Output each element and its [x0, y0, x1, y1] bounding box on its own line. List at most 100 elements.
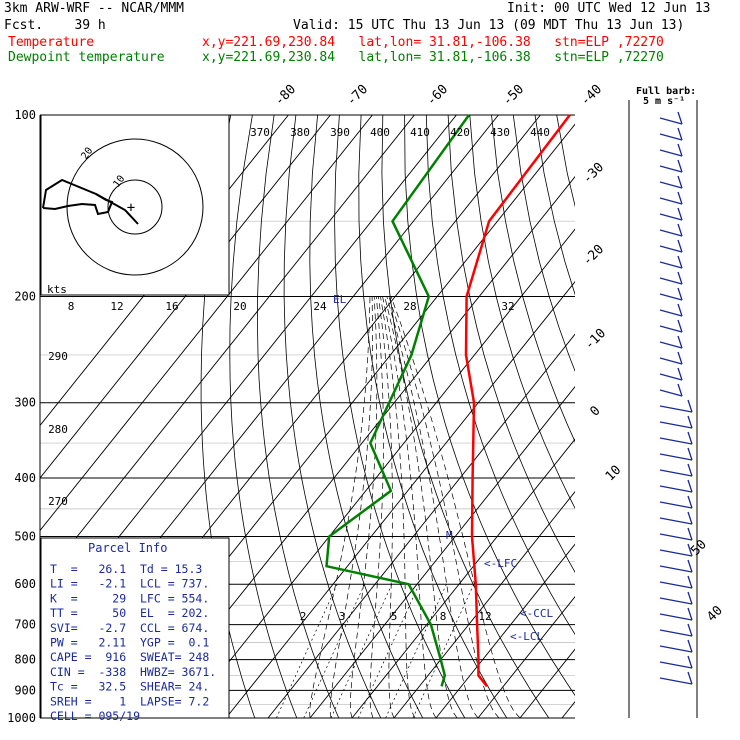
wind-barb	[659, 597, 693, 605]
theta-label: 410	[410, 126, 430, 139]
isotherm	[351, 438, 575, 718]
model-title: 3km ARW-WRF -- NCAR/MMM	[4, 1, 185, 16]
wind-barb-feather	[677, 159, 683, 173]
wind-barb	[659, 645, 693, 653]
wind-barb	[659, 277, 683, 285]
pressure-label: 100	[14, 108, 36, 122]
wind-barb-feather	[687, 463, 693, 477]
hodograph-ring	[107, 179, 163, 235]
wind-barb-feather	[687, 399, 693, 413]
wind-barb	[659, 133, 683, 141]
parcel-marker: <-LCL	[510, 630, 543, 643]
hodograph-trace	[95, 193, 139, 225]
parcel-info-row: CELL = 095/19	[50, 709, 140, 723]
wind-barb-feather	[677, 191, 683, 205]
wind-barb	[659, 197, 683, 205]
dry-adiabat	[283, 115, 382, 718]
wind-barb-feather	[687, 655, 693, 669]
wind-barb	[659, 549, 693, 557]
wind-barb	[659, 357, 683, 365]
wind-barb	[659, 309, 683, 317]
wind-barb	[659, 405, 693, 413]
wind-barb	[659, 245, 683, 253]
wind-barb-feather	[677, 335, 683, 349]
wind-barb	[659, 261, 683, 269]
theta-label: 380	[290, 126, 310, 139]
pressure-label: 400	[14, 471, 36, 485]
parcel-info-row: Tc = 32.5 SHEAR= 24.	[50, 680, 209, 694]
pressure-label: 200	[14, 290, 36, 304]
isotherm-label: 10	[603, 463, 625, 485]
isotherm	[40, 115, 415, 584]
isotherm-label: -10	[582, 326, 609, 353]
wind-barb	[659, 437, 693, 445]
dry-adiabat	[404, 115, 575, 697]
temperature-line	[464, 114, 571, 688]
dry-adiabat	[309, 115, 424, 718]
moist-adiabat	[386, 296, 479, 718]
isotherm-label: -60	[424, 82, 451, 109]
theta-label: 440	[530, 126, 550, 139]
theta-label: 290	[48, 350, 68, 363]
wind-barb-feather	[687, 511, 693, 525]
wind-barb-feather	[677, 207, 683, 221]
dry-adiabat	[644, 115, 740, 718]
isotherm-label: -70	[344, 82, 371, 109]
dry-adiabat	[556, 115, 575, 208]
isotherm-label: -40	[578, 82, 605, 109]
dry-adiabat	[579, 115, 740, 718]
wind-barb-feather	[687, 415, 693, 429]
temperature-location: x,y=221.69,230.84 lat,lon= 31.81,-106.38…	[202, 35, 664, 50]
parcel-info-row: K = 29 LFC = 554.	[50, 591, 209, 605]
wind-barb	[659, 181, 683, 189]
wind-barb-feather	[687, 575, 693, 589]
dry-adiabat	[257, 115, 340, 718]
wind-barb	[659, 565, 693, 573]
temperature-legend: Temperature	[8, 35, 95, 50]
wind-barb	[659, 501, 693, 509]
wind-barb-feather	[677, 303, 683, 317]
init-time: Init: 00 UTC Wed 12 Jun 13	[507, 1, 711, 16]
isotherm	[40, 115, 373, 532]
hodograph-center: +	[127, 200, 135, 216]
dry-adiabat	[381, 115, 550, 718]
wind-barb-feather	[687, 543, 693, 557]
wind-barb	[659, 581, 693, 589]
wind-barb	[659, 613, 693, 621]
hodograph-axis-label: 12	[110, 300, 123, 313]
wind-barb	[659, 229, 683, 237]
barb-legend-title: Full barb:	[636, 86, 696, 97]
pressure-label: 600	[14, 577, 36, 591]
mixing-ratio-label: 5	[391, 610, 398, 623]
moist-adiabat	[378, 296, 395, 718]
wind-barb-feather	[687, 623, 693, 637]
parcel-marker: EL	[333, 293, 347, 306]
wind-speed-label: 40	[704, 603, 726, 625]
parcel-info-title: Parcel Info	[88, 541, 167, 555]
wind-barb-feather	[687, 639, 693, 653]
dry-adiabat	[512, 115, 575, 373]
theta-label: 370	[250, 126, 270, 139]
wind-barb-feather	[677, 255, 683, 269]
moist-adiabat	[329, 296, 373, 718]
parcel-info-row: SREH = 1 LAPSE= 7.2	[50, 694, 209, 708]
dewpoint-line	[325, 114, 471, 687]
isotherm	[183, 228, 575, 718]
isotherm	[477, 596, 575, 718]
dry-adiabat	[334, 115, 466, 718]
isotherm	[40, 115, 331, 479]
dry-adiabat	[491, 115, 575, 443]
theta-label: 400	[370, 126, 390, 139]
wind-barb	[659, 533, 693, 541]
isotherm	[267, 333, 575, 718]
isotherm	[435, 543, 575, 718]
wind-barb	[659, 421, 693, 429]
theta-label: 270	[48, 495, 68, 508]
wind-barb-feather	[677, 239, 683, 253]
isotherm	[519, 648, 575, 718]
parcel-marker: <-LFC	[484, 557, 517, 570]
isotherm	[309, 386, 575, 718]
wind-barb-feather	[677, 175, 683, 189]
wind-barb	[659, 341, 683, 349]
wind-barb	[659, 293, 683, 301]
